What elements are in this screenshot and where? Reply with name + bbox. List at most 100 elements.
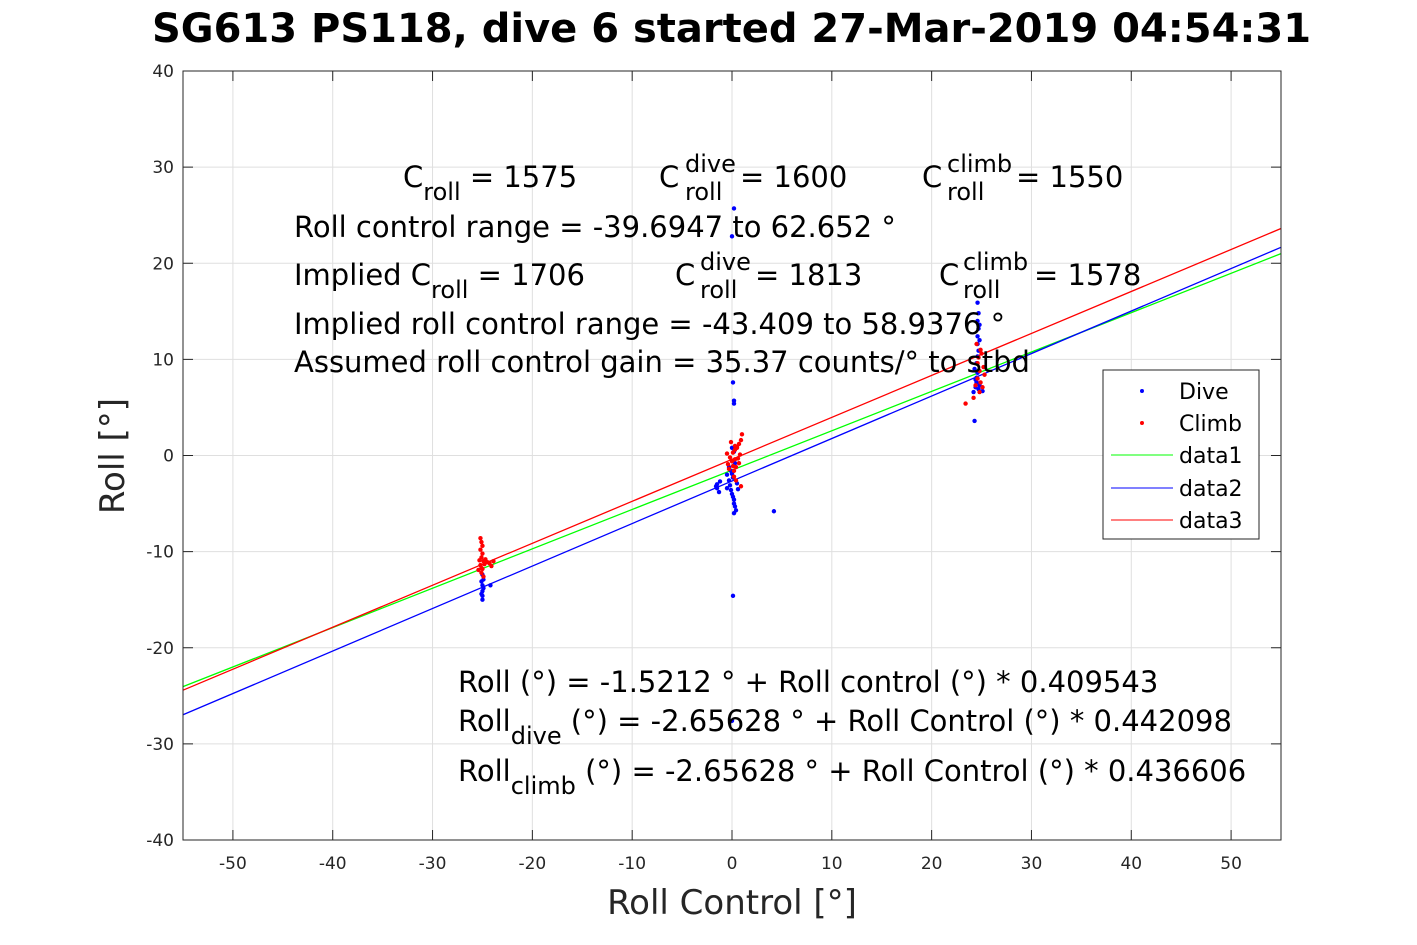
climb-point <box>978 380 983 385</box>
legend-data1-label: data1 <box>1179 444 1243 469</box>
dive-point <box>731 510 737 516</box>
x-tick-label: 20 <box>921 854 943 874</box>
climb-point <box>739 432 745 437</box>
x-tick-label: -10 <box>618 854 646 874</box>
annotation-fit-dive: Rolldive (°) = -2.65628 ° + Roll Control… <box>458 704 1232 750</box>
dive-point <box>724 485 730 491</box>
x-tick-label: 30 <box>1021 854 1043 874</box>
climb-point <box>736 441 742 447</box>
legend-data3-label: data3 <box>1179 509 1243 534</box>
dive-point <box>716 489 722 495</box>
y-tick-label: 40 <box>152 62 174 82</box>
climb-point <box>477 558 482 563</box>
x-tick-label: 50 <box>1220 854 1242 874</box>
climb-point <box>977 389 982 395</box>
climb-point <box>732 457 738 462</box>
y-tick-label: -40 <box>146 831 174 851</box>
dive-point <box>731 206 737 211</box>
x-tick-label: 40 <box>1120 854 1142 874</box>
dive-point <box>488 583 493 588</box>
dive-point <box>972 366 977 372</box>
climb-point <box>978 347 983 352</box>
climb-point <box>479 539 484 545</box>
climb-point <box>971 395 976 401</box>
annotation-c-roll: Croll = 1575 <box>403 160 577 206</box>
climb-point <box>730 463 736 469</box>
climb-point <box>481 574 486 579</box>
dive-point <box>731 497 737 502</box>
climb-point <box>738 484 744 489</box>
dive-point <box>976 326 981 331</box>
climb-point <box>963 401 968 406</box>
data-points <box>476 206 987 724</box>
x-tick-label: -50 <box>219 854 247 874</box>
dive-point <box>972 418 977 424</box>
climb-point <box>725 461 731 467</box>
dive-point <box>724 472 730 477</box>
annotation-implied-c-roll: Implied Croll = 1706 <box>294 258 585 304</box>
annotation-c-roll-climb-sup: climb <box>947 150 1012 178</box>
climb-point <box>737 452 743 457</box>
dive-point <box>717 479 723 484</box>
y-tick-label: -10 <box>146 543 174 563</box>
x-tick-label: -20 <box>518 854 546 874</box>
climb-point <box>974 341 979 347</box>
climb-point <box>491 559 496 564</box>
dive-point <box>726 478 732 483</box>
annotation-implied-range: Implied roll control range = -43.409 to … <box>294 307 1005 341</box>
dive-point <box>975 334 980 339</box>
annotation-gain: Assumed roll control gain = 35.37 counts… <box>294 345 1030 379</box>
y-tick-label: 10 <box>152 350 174 370</box>
dive-point <box>727 483 733 488</box>
x-tick-label: -40 <box>319 854 347 874</box>
dive-point <box>977 322 982 327</box>
annotation-implied-c-dive-sub: roll <box>700 276 737 304</box>
annotation-implied-c-climb-sub: roll <box>963 276 1000 304</box>
chart-title: SG613 PS118, dive 6 started 27-Mar-2019 … <box>151 6 1312 52</box>
dive-point <box>729 718 735 724</box>
y-tick-label: -30 <box>146 735 174 755</box>
legend-climb-label: Climb <box>1179 412 1242 437</box>
annotation-c-roll-climb-sub: roll <box>947 178 984 206</box>
climb-point <box>976 355 981 360</box>
climb-point <box>979 351 984 356</box>
dive-point <box>480 597 485 602</box>
annotations: Croll = 1575 C dive roll = 1600 C climb … <box>294 150 1246 800</box>
climb-point <box>724 451 730 456</box>
dive-point <box>730 380 736 385</box>
x-tick-label: 0 <box>727 854 738 874</box>
climb-point <box>738 437 744 443</box>
dive-point <box>729 234 735 239</box>
climb-point <box>981 364 986 370</box>
climb-point <box>478 547 483 552</box>
legend: Dive Climb data1 data2 data3 <box>1102 369 1260 540</box>
climb-point <box>480 543 485 549</box>
y-axis-label: Roll [°] <box>93 398 133 514</box>
dive-point <box>975 318 980 324</box>
annotation-implied-c-dive: C <box>675 258 695 292</box>
climb-point <box>973 383 978 388</box>
legend-dive-marker <box>1140 389 1144 393</box>
tick-labels: -50 -40 -30 -20 -10 0 10 20 30 40 50 -40 -30 -20 -10 0 1… <box>146 62 1242 874</box>
climb-point <box>733 478 739 483</box>
climb-point <box>489 563 494 569</box>
y-tick-label: -20 <box>146 639 174 659</box>
annotation-c-roll-dive-value: = 1600 <box>740 160 847 194</box>
legend-climb-marker <box>1140 421 1144 425</box>
dive-point <box>977 337 982 343</box>
climb-point <box>479 570 484 575</box>
annotation-c-roll-dive-sup: dive <box>685 150 736 178</box>
dive-point <box>976 311 981 316</box>
climb-point <box>736 460 742 466</box>
y-tick-label: 20 <box>152 254 174 274</box>
climb-point <box>975 376 980 381</box>
annotation-c-roll-dive-sub: roll <box>685 178 722 206</box>
climb-point <box>478 535 483 541</box>
climb-point <box>731 474 737 479</box>
annotation-implied-c-dive-value: = 1813 <box>755 258 862 292</box>
annotation-c-roll-climb-value: = 1550 <box>1016 160 1123 194</box>
dive-point <box>479 591 484 597</box>
climb-point <box>980 385 985 390</box>
annotation-fit-overall: Roll (°) = -1.5212 ° + Roll control (°) … <box>458 665 1158 699</box>
